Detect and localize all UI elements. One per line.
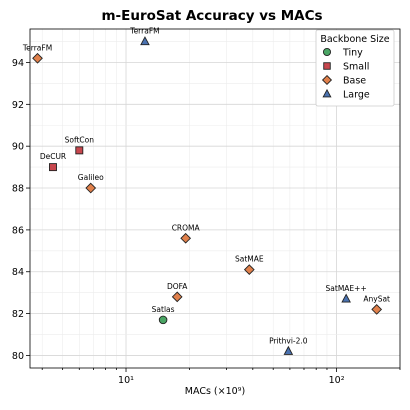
- x-tick-label: 10²: [329, 375, 345, 386]
- y-tick-label: 82: [12, 309, 24, 320]
- point-label: DeCUR: [40, 152, 66, 161]
- data-point: [283, 345, 294, 355]
- point-label: SoftCon: [65, 135, 95, 144]
- legend-box: [315, 29, 395, 107]
- y-tick-label: 92: [12, 100, 24, 111]
- data-point: [243, 264, 255, 276]
- legend-marker: [322, 88, 332, 98]
- point-label: TerraFM: [129, 27, 159, 36]
- point-label: Satlas: [152, 305, 175, 314]
- x-tick-label: 10¹: [118, 375, 134, 386]
- plot-frame: [29, 28, 401, 369]
- legend-label: Small: [343, 62, 369, 73]
- legend-label: Large: [343, 90, 370, 101]
- grid: [30, 29, 401, 368]
- point-label: Galileo: [78, 173, 104, 182]
- data-point: [49, 163, 57, 172]
- legend: Backbone Size Tiny Small Base Large: [315, 29, 395, 107]
- point-label: SatMAE++: [326, 284, 367, 293]
- point-label: AnySat: [363, 294, 390, 303]
- y-tick-label: 86: [12, 225, 24, 236]
- data-point: [85, 182, 97, 194]
- data-point: [341, 293, 351, 303]
- y-tick-label: 94: [12, 58, 24, 69]
- data-points: Satlas SoftCon DeCUR TerraFM Galileo CROMA Sat…: [22, 27, 390, 355]
- y-tick-label: 84: [12, 267, 24, 278]
- legend-marker: [323, 62, 331, 70]
- data-point: [371, 304, 383, 315]
- point-label: SatMAE: [235, 255, 264, 264]
- point-label: DOFA: [167, 282, 188, 291]
- data-point: [180, 232, 192, 244]
- point-label: TerraFM: [22, 43, 52, 52]
- y-tick-label: 80: [12, 351, 24, 362]
- y-tick-label: 88: [12, 184, 24, 195]
- legend-label: Base: [343, 76, 366, 87]
- x-axis-label: MACs (×10⁹): [185, 386, 245, 397]
- point-label: CROMA: [172, 223, 201, 232]
- y-tick-label: 90: [12, 142, 24, 153]
- data-point: [75, 146, 84, 155]
- legend-marker: [322, 47, 332, 57]
- data-point: [171, 291, 183, 303]
- legend-title: Backbone Size: [320, 34, 389, 45]
- data-point: [32, 52, 43, 64]
- point-label: Prithvi-2.0: [269, 336, 308, 345]
- data-point: [158, 315, 168, 325]
- legend-label: Tiny: [342, 48, 363, 59]
- axis-ticks: 80 82 84 86 88 90 92 94 10¹ 10²: [12, 58, 401, 386]
- legend-marker: [321, 74, 333, 86]
- chart-title: m-EuroSat Accuracy vs MACs: [101, 8, 322, 24]
- data-point: [140, 36, 150, 46]
